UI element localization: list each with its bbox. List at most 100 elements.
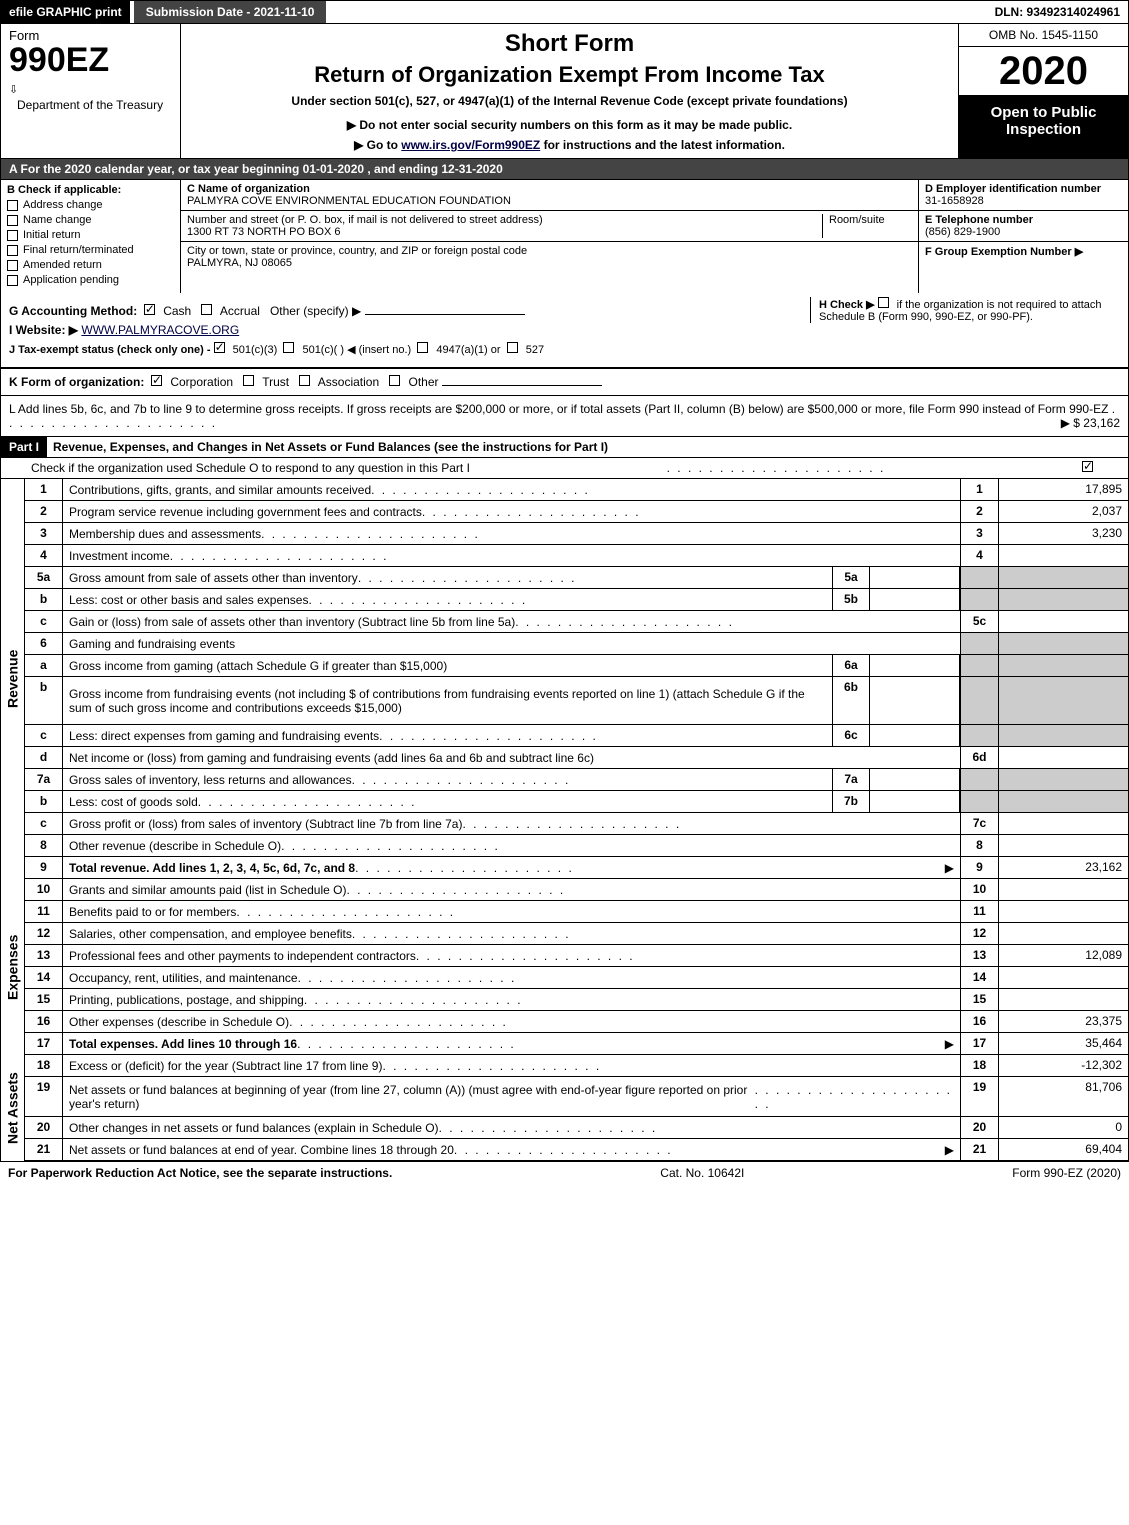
footer-right: Form 990-EZ (2020)	[1012, 1166, 1121, 1180]
row-13-val: 12,089	[998, 945, 1128, 966]
row-21-desc: Net assets or fund balances at end of ye…	[69, 1143, 454, 1157]
row-19-rnum: 19	[960, 1077, 998, 1116]
checkbox-application-pending[interactable]	[7, 275, 18, 286]
row-6a-rnum	[960, 655, 998, 676]
row-7c-rnum: 7c	[960, 813, 998, 834]
row-7b-desc: Less: cost of goods sold	[69, 795, 198, 809]
l-line: L Add lines 5b, 6c, and 7b to line 9 to …	[0, 396, 1129, 437]
row-17-num: 17	[25, 1033, 63, 1054]
row-4-rnum: 4	[960, 545, 998, 566]
j-501c3: 501(c)(3)	[233, 344, 278, 356]
phone: (856) 829-1900	[925, 226, 1000, 238]
row-7a-sn: 7a	[832, 769, 870, 790]
row-19-val: 81,706	[998, 1077, 1128, 1116]
checkbox-amended-return[interactable]	[7, 260, 18, 271]
checkbox-h[interactable]	[878, 297, 889, 308]
row-6a-sn: 6a	[832, 655, 870, 676]
row-5c-desc: Gain or (loss) from sale of assets other…	[69, 615, 515, 629]
g-other: Other (specify) ▶	[270, 304, 361, 318]
row-7a-desc: Gross sales of inventory, less returns a…	[69, 773, 352, 787]
row-5c: c Gain or (loss) from sale of assets oth…	[25, 611, 1128, 633]
row-6d-desc: Net income or (loss) from gaming and fun…	[69, 751, 594, 765]
checkbox-corporation[interactable]	[151, 375, 162, 386]
row-5a: 5a Gross amount from sale of assets othe…	[25, 567, 1128, 589]
checkbox-schedule-o[interactable]	[1082, 461, 1093, 472]
efile-graphic-print[interactable]: efile GRAPHIC print	[1, 1, 130, 23]
addr-label: Number and street (or P. O. box, if mail…	[187, 214, 543, 226]
goto-prefix: ▶ Go to	[354, 138, 401, 152]
row-3-desc: Membership dues and assessments	[69, 527, 261, 541]
checkbox-cash[interactable]	[144, 304, 155, 315]
k-other: Other	[409, 375, 439, 389]
l-amount: ▶ $ 23,162	[1061, 416, 1120, 430]
row-20-rnum: 20	[960, 1117, 998, 1138]
row-11: 11 Benefits paid to or for members 11	[25, 901, 1128, 923]
box-d-e-f: D Employer identification number 31-1658…	[918, 180, 1128, 293]
row-14-num: 14	[25, 967, 63, 988]
box-c: C Name of organization PALMYRA COVE ENVI…	[181, 180, 918, 293]
row-5b-sv	[870, 589, 960, 610]
part1-header: Part I Revenue, Expenses, and Changes in…	[0, 437, 1129, 458]
footer-mid: Cat. No. 10642I	[660, 1166, 744, 1180]
label-address-change: Address change	[23, 199, 103, 211]
row-13-num: 13	[25, 945, 63, 966]
row-14-rnum: 14	[960, 967, 998, 988]
ssn-notice: ▶ Do not enter social security numbers o…	[191, 118, 948, 132]
checkbox-trust[interactable]	[243, 375, 254, 386]
header-left: Form 990EZ ⇩ Department of the Treasury	[1, 24, 181, 158]
goto-link[interactable]: www.irs.gov/Form990EZ	[401, 138, 540, 152]
checkbox-address-change[interactable]	[7, 200, 18, 211]
checkbox-501c3[interactable]	[214, 342, 225, 353]
row-3-num: 3	[25, 523, 63, 544]
row-6c-val	[998, 725, 1128, 746]
department: Department of the Treasury	[9, 96, 172, 114]
row-4-val	[998, 545, 1128, 566]
org-city: PALMYRA, NJ 08065	[187, 257, 292, 269]
checkbox-501c[interactable]	[283, 342, 294, 353]
row-6c-num: c	[25, 725, 63, 746]
j-4947: 4947(a)(1) or	[436, 344, 500, 356]
row-11-desc: Benefits paid to or for members	[69, 905, 236, 919]
row-6d: d Net income or (loss) from gaming and f…	[25, 747, 1128, 769]
checkbox-final-return[interactable]	[7, 245, 18, 256]
row-6b-val	[998, 677, 1128, 724]
org-name: PALMYRA COVE ENVIRONMENTAL EDUCATION FOU…	[187, 195, 511, 207]
website-link[interactable]: WWW.PALMYRACOVE.ORG	[81, 323, 239, 337]
row-4-desc: Investment income	[69, 549, 170, 563]
side-label-expenses: Expenses	[0, 879, 24, 1055]
checkbox-initial-return[interactable]	[7, 230, 18, 241]
checkbox-4947[interactable]	[417, 342, 428, 353]
row-19-num: 19	[25, 1077, 63, 1116]
dln: DLN: 93492314024961	[987, 1, 1128, 23]
row-3-rnum: 3	[960, 523, 998, 544]
label-final-return: Final return/terminated	[23, 244, 134, 256]
row-5b-num: b	[25, 589, 63, 610]
row-15-num: 15	[25, 989, 63, 1010]
row-19-desc: Net assets or fund balances at beginning…	[69, 1083, 755, 1111]
j-527: 527	[526, 344, 544, 356]
checkbox-association[interactable]	[299, 375, 310, 386]
row-15-desc: Printing, publications, postage, and shi…	[69, 993, 304, 1007]
header-center: Short Form Return of Organization Exempt…	[181, 24, 958, 158]
row-8-val	[998, 835, 1128, 856]
j-501c: 501(c)( ) ◀ (insert no.)	[302, 344, 411, 356]
row-8-rnum: 8	[960, 835, 998, 856]
row-4-num: 4	[25, 545, 63, 566]
info-block: B Check if applicable: Address change Na…	[0, 180, 1129, 293]
row-6-num: 6	[25, 633, 63, 654]
row-14: 14 Occupancy, rent, utilities, and maint…	[25, 967, 1128, 989]
i-label: I Website: ▶	[9, 323, 78, 337]
checkbox-accrual[interactable]	[201, 304, 212, 315]
checkbox-name-change[interactable]	[7, 215, 18, 226]
part1-sub: Check if the organization used Schedule …	[0, 458, 1129, 479]
checkbox-527[interactable]	[507, 342, 518, 353]
row-5b-val	[998, 589, 1128, 610]
row-13-rnum: 13	[960, 945, 998, 966]
row-6a-sv	[870, 655, 960, 676]
org-address: 1300 RT 73 NORTH PO BOX 6	[187, 226, 340, 238]
row-5b: b Less: cost or other basis and sales ex…	[25, 589, 1128, 611]
checkbox-other-org[interactable]	[389, 375, 400, 386]
k-corp: Corporation	[170, 375, 233, 389]
row-1-num: 1	[25, 479, 63, 500]
section-expenses: Expenses 10 Grants and similar amounts p…	[0, 879, 1129, 1055]
